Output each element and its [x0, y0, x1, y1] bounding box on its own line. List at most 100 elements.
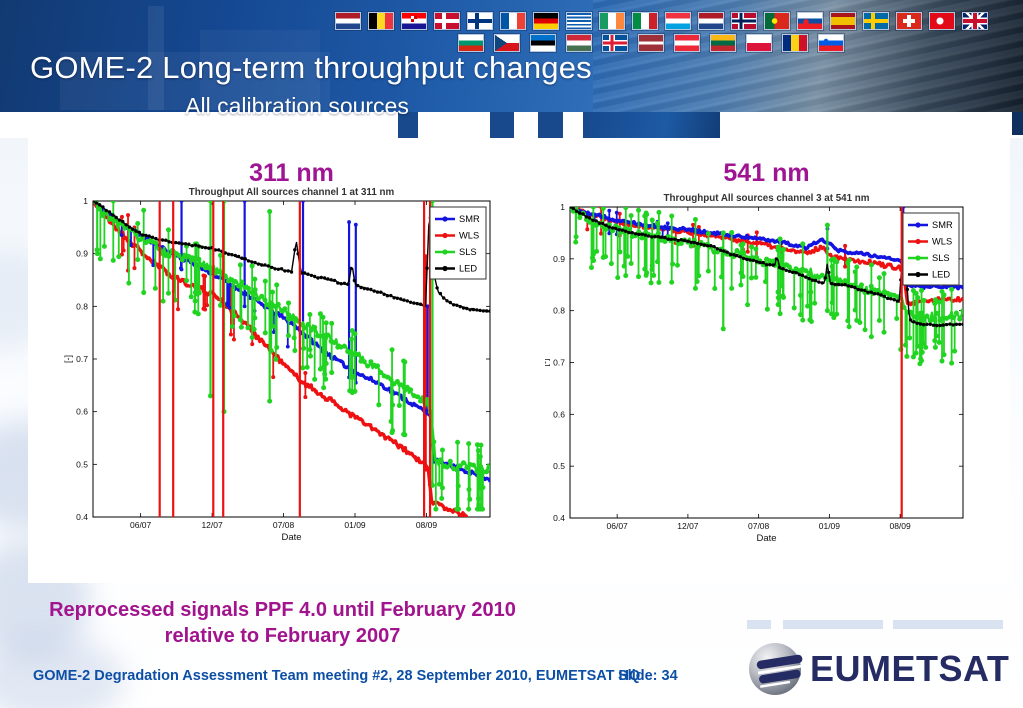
- svg-text:LED: LED: [932, 270, 950, 280]
- flags-row-1: [335, 12, 988, 30]
- svg-text:07/08: 07/08: [273, 520, 295, 530]
- svg-text:SMR: SMR: [932, 220, 953, 230]
- slide-number: Slide: 34: [618, 668, 678, 684]
- flag-icon-greece: [566, 12, 592, 30]
- svg-text:LED: LED: [459, 264, 477, 274]
- flag-icon-poland: [746, 34, 772, 52]
- flag-icon-finland: [467, 12, 493, 30]
- svg-text:0.9: 0.9: [76, 249, 88, 259]
- svg-text:07/08: 07/08: [748, 521, 770, 531]
- svg-text:01/09: 01/09: [344, 520, 366, 530]
- footer-meeting-text: GOME-2 Degradation Assessment Team meeti…: [33, 668, 641, 684]
- svg-text:1: 1: [83, 196, 88, 206]
- flag-icon-portugal: [764, 12, 790, 30]
- caption-line-2: relative to February 2007: [164, 625, 401, 647]
- flag-icon-czech-republic: [494, 34, 520, 52]
- svg-text:[-]: [-]: [545, 359, 550, 367]
- flag-icon-ireland: [599, 12, 625, 30]
- svg-text:08/09: 08/09: [889, 521, 911, 531]
- header-pixel-strip: [0, 112, 1023, 138]
- svg-text:[-]: [-]: [63, 355, 73, 363]
- flag-icon-netherlands: [698, 12, 724, 30]
- chart-svg-541nm: 0.4 0.5 0.6 0.7 0.8 0.9 1 06/07 12/07 07/08 01/09 0…: [540, 193, 964, 544]
- svg-text:01/09: 01/09: [819, 521, 841, 531]
- strip-block: [1012, 112, 1023, 135]
- strip-block: [490, 112, 514, 138]
- eumetsat-logo-text: EUMETSAT: [810, 648, 1010, 689]
- svg-text:WLS: WLS: [459, 231, 479, 241]
- flag-icon-netherlands: [335, 12, 361, 30]
- flag-icon-germany: [533, 12, 559, 30]
- flag-icon-latvia: [638, 34, 664, 52]
- page-subtitle: All calibration sources: [185, 93, 409, 119]
- svg-text:SLS: SLS: [459, 247, 477, 257]
- svg-text:0.7: 0.7: [553, 358, 565, 368]
- flags-row-2: [458, 34, 844, 52]
- watermark-strip: [747, 620, 771, 629]
- flag-icon-estonia: [530, 34, 556, 52]
- flag-icon-france: [500, 12, 526, 30]
- svg-text:0.5: 0.5: [76, 459, 88, 469]
- strip-block: [398, 112, 418, 138]
- flag-icon-switzerland: [896, 12, 922, 30]
- eumetsat-logo: EUMETSAT: [748, 634, 1010, 704]
- svg-text:SLS: SLS: [932, 253, 950, 263]
- building-silhouette: [148, 6, 164, 110]
- chart-svg-311nm: 0.4 0.5 0.6 0.7 0.8 0.9 1 06/07 12/07 07/08 01/09 0…: [63, 187, 491, 543]
- flag-icon-luxembourg: [665, 12, 691, 30]
- eumetsat-globe-icon: [749, 643, 803, 695]
- chart-311nm: 0.4 0.5 0.6 0.7 0.8 0.9 1 06/07 12/07 07/08 01/09 0…: [60, 185, 500, 562]
- svg-text:0.9: 0.9: [553, 254, 565, 264]
- watermark-strip: [783, 620, 883, 629]
- flag-icon-croatia: [401, 12, 427, 30]
- flag-icon-iceland: [602, 34, 628, 52]
- strip-block: [538, 112, 563, 138]
- svg-text:0.7: 0.7: [76, 354, 88, 364]
- flag-icon-slovenia: [818, 34, 844, 52]
- flag-icon-italy: [632, 12, 658, 30]
- svg-text:1: 1: [560, 202, 565, 212]
- svg-text:06/07: 06/07: [607, 521, 629, 531]
- svg-text:Throughput All sources channel: Throughput All sources channel 1 at 311 …: [189, 187, 395, 198]
- svg-text:0.4: 0.4: [76, 512, 88, 522]
- flag-icon-norway: [731, 12, 757, 30]
- flag-icon-slovakia: [797, 12, 823, 30]
- svg-text:0.6: 0.6: [553, 409, 565, 419]
- svg-text:0.4: 0.4: [553, 513, 565, 523]
- flag-icon-romania: [782, 34, 808, 52]
- building-silhouette: [60, 52, 330, 110]
- page-title: GOME-2 Long-term throughput changes: [30, 50, 592, 85]
- flag-icon-austria: [674, 34, 700, 52]
- chart-heading-541nm: 541 nm: [723, 159, 810, 187]
- strip-block: [583, 112, 720, 138]
- caption: Reprocessed signals PPF 4.0 until Februa…: [30, 597, 535, 649]
- svg-text:SMR: SMR: [459, 214, 480, 224]
- flag-icon-denmark: [434, 12, 460, 30]
- svg-text:06/07: 06/07: [130, 520, 152, 530]
- chart-heading-311nm: 311 nm: [249, 159, 334, 187]
- flag-icon-sweden: [863, 12, 889, 30]
- caption-line-1: Reprocessed signals PPF 4.0 until Februa…: [49, 599, 516, 621]
- building-silhouette: [200, 30, 320, 110]
- chart-541nm: 0.4 0.5 0.6 0.7 0.8 0.9 1 06/07 12/07 07/08 01/09 0…: [540, 185, 985, 562]
- watermark-strip: [893, 620, 1003, 629]
- flag-icon-belgium: [368, 12, 394, 30]
- svg-text:Date: Date: [281, 532, 301, 543]
- svg-text:0.6: 0.6: [76, 407, 88, 417]
- flag-icon-spain: [830, 12, 856, 30]
- svg-text:0.5: 0.5: [553, 461, 565, 471]
- flag-icon-united-kingdom: [962, 12, 988, 30]
- svg-text:08/09: 08/09: [416, 520, 438, 530]
- svg-text:12/07: 12/07: [201, 520, 223, 530]
- svg-text:Throughput All sources channel: Throughput All sources channel 3 at 541 …: [664, 193, 870, 204]
- svg-text:WLS: WLS: [932, 237, 952, 247]
- flag-icon-bulgaria: [458, 34, 484, 52]
- svg-text:12/07: 12/07: [677, 521, 699, 531]
- flag-icon-turkey: [929, 12, 955, 30]
- svg-text:0.8: 0.8: [553, 306, 565, 316]
- svg-text:0.8: 0.8: [76, 301, 88, 311]
- flag-icon-hungary: [566, 34, 592, 52]
- svg-text:Date: Date: [756, 533, 776, 544]
- flag-icon-lithuania: [710, 34, 736, 52]
